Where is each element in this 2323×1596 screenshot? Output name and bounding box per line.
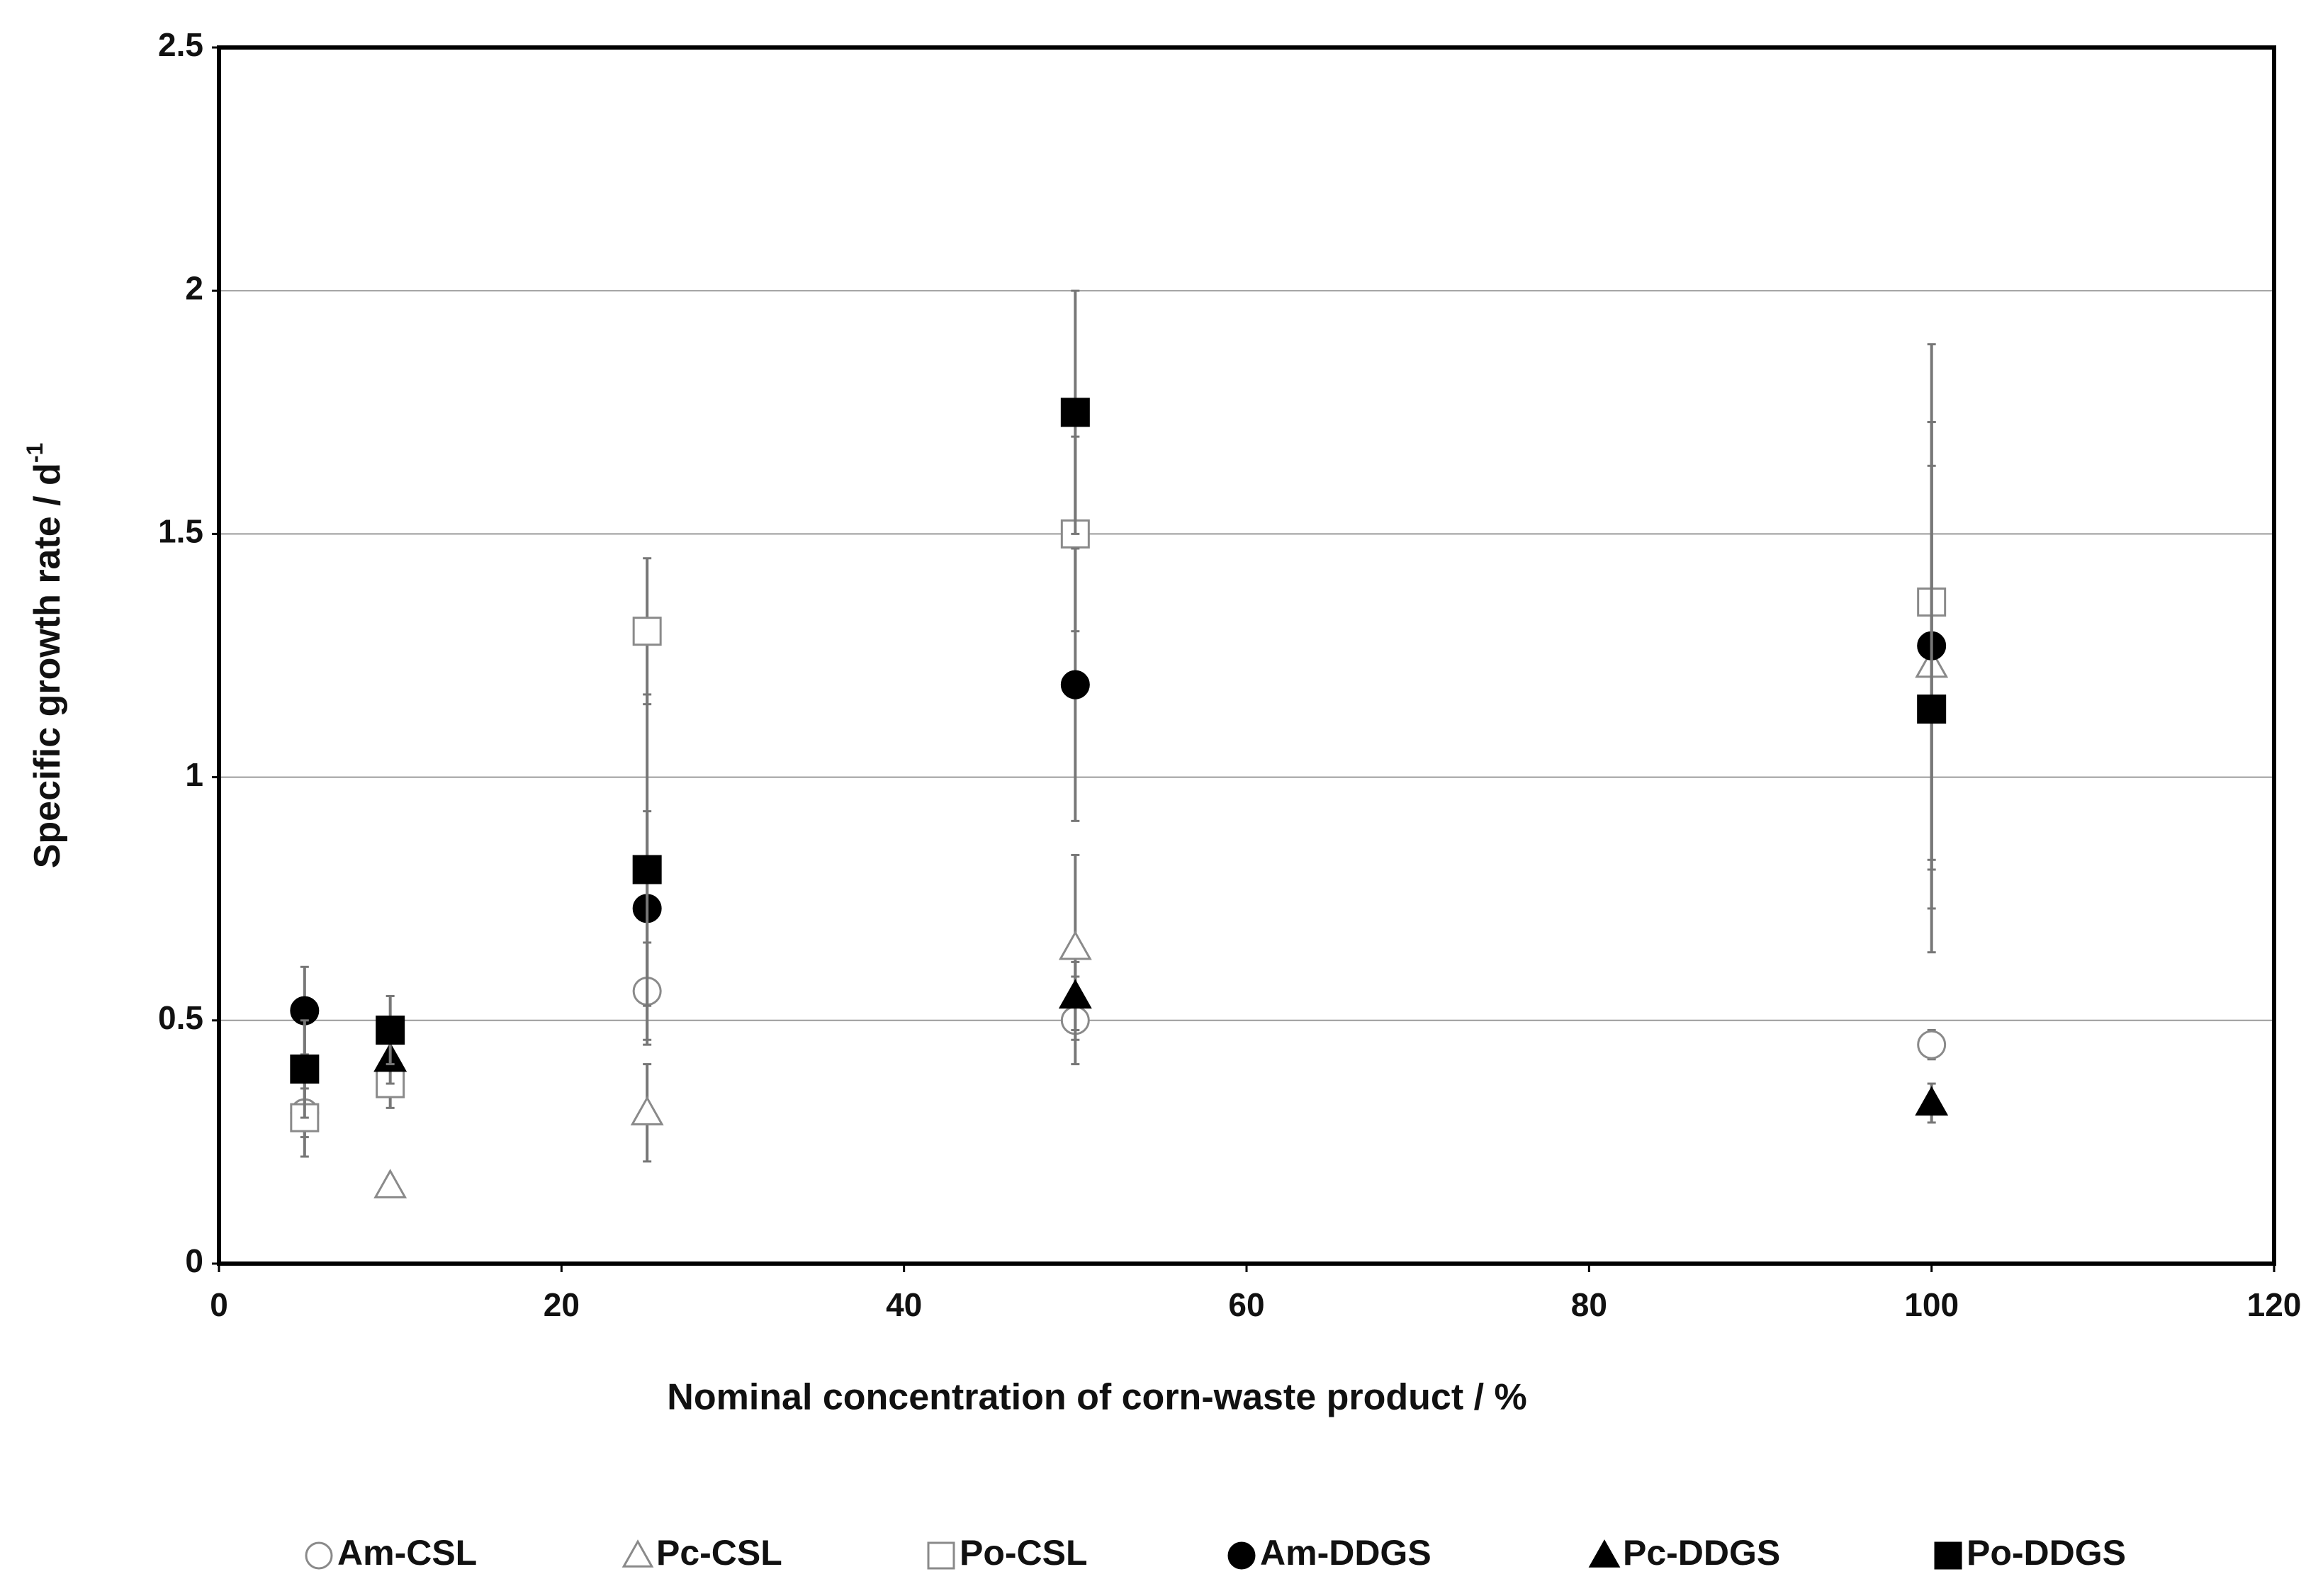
legend-label: Am-CSL (337, 1533, 477, 1573)
x-tick-label: 60 (1228, 1286, 1264, 1323)
point (1060, 670, 1090, 699)
point (1058, 930, 1092, 960)
legend-marker (621, 1539, 654, 1568)
legend-marker (927, 1541, 955, 1570)
legend-label: Pc-DDGS (1623, 1533, 1780, 1573)
x-tick-label: 40 (886, 1286, 922, 1323)
point (290, 1054, 320, 1084)
legend-label: Am-DDGS (1260, 1533, 1432, 1573)
legend-marker (1588, 1539, 1621, 1568)
point (1915, 1086, 1949, 1116)
y-tick-label: 1 (185, 756, 203, 793)
point (1058, 979, 1092, 1009)
x-tick-label: 120 (2247, 1286, 2302, 1323)
legend-marker (1934, 1541, 1962, 1570)
x-tick-label: 80 (1571, 1286, 1607, 1323)
x-tick-label: 20 (544, 1286, 580, 1323)
legend-label: Po-DDGS (1967, 1533, 2126, 1573)
y-axis-title-main: Specific growth rate / d (27, 463, 68, 868)
y-axis-title: Specific growth rate / d-1 (22, 443, 67, 869)
y-tick-label: 1.5 (158, 513, 203, 550)
point (630, 1096, 664, 1125)
point (373, 1169, 407, 1198)
point (376, 1016, 405, 1045)
point (632, 855, 662, 884)
y-tick-label: 2 (185, 269, 203, 306)
x-tick-label: 100 (1904, 1286, 1959, 1323)
legend-marker (1227, 1541, 1256, 1570)
legend-marker (305, 1541, 333, 1570)
x-tick-label: 0 (210, 1286, 228, 1323)
y-tick-label: 0.5 (158, 999, 203, 1036)
y-axis-title-sup: -1 (22, 443, 47, 463)
legend-label: Pc-CSL (656, 1533, 782, 1573)
y-tick-label: 0 (185, 1242, 203, 1279)
legend-label: Po-CSL (960, 1533, 1088, 1573)
point (632, 617, 662, 646)
y-tick-label: 2.5 (158, 26, 203, 63)
point (1917, 695, 1947, 724)
point (1917, 1030, 1947, 1060)
plot-frame (217, 45, 2276, 1266)
point (1060, 398, 1090, 427)
x-axis-title: Nominal concentration of corn-waste prod… (667, 1377, 1526, 1418)
